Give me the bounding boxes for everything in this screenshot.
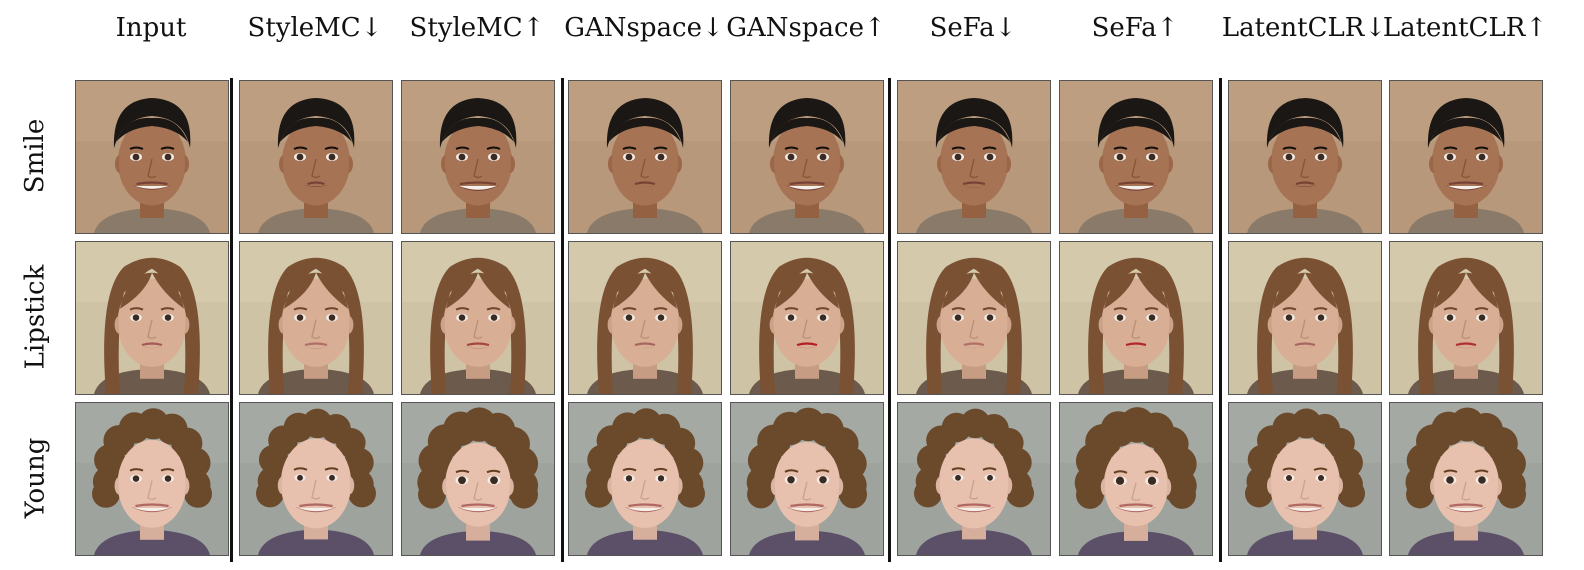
face-image-lipstick-4 [568, 241, 722, 395]
face-image-young-4 [568, 402, 722, 556]
face-image-lipstick-8 [1228, 241, 1382, 395]
row-label-text: Young [20, 437, 51, 519]
group-divider-1 [230, 78, 233, 562]
face-image-young-7 [1059, 402, 1213, 556]
face-image-smile-3 [401, 80, 555, 234]
column-header-1: Input [115, 13, 187, 43]
face-image-smile-2 [239, 80, 393, 234]
face-image-lipstick-5 [730, 241, 884, 395]
column-header-4: GANspace↓ [564, 13, 724, 43]
face-image-young-5 [730, 402, 884, 556]
face-image-young-8 [1228, 402, 1382, 556]
face-image-young-2 [239, 402, 393, 556]
face-image-young-6 [897, 402, 1051, 556]
column-header-5: GANspace↑ [726, 13, 886, 43]
face-image-lipstick-1 [75, 241, 229, 395]
face-image-lipstick-3 [401, 241, 555, 395]
row-label-young: Young [15, 402, 55, 554]
face-image-lipstick-6 [897, 241, 1051, 395]
group-divider-3 [888, 78, 891, 562]
row-label-lipstick: Lipstick [15, 241, 55, 393]
column-header-2: StyleMC↓ [247, 13, 383, 43]
face-image-young-1 [75, 402, 229, 556]
face-image-lipstick-9 [1389, 241, 1543, 395]
face-image-young-9 [1389, 402, 1543, 556]
face-image-lipstick-2 [239, 241, 393, 395]
column-header-3: StyleMC↑ [409, 13, 545, 43]
face-image-smile-5 [730, 80, 884, 234]
row-label-text: Lipstick [20, 264, 50, 370]
face-image-smile-1 [75, 80, 229, 234]
column-header-6: SeFa↓ [929, 13, 1017, 43]
face-image-smile-7 [1059, 80, 1213, 234]
group-divider-4 [1219, 78, 1222, 562]
face-image-smile-6 [897, 80, 1051, 234]
row-label-text: Smile [20, 118, 51, 194]
face-image-smile-9 [1389, 80, 1543, 234]
face-image-smile-4 [568, 80, 722, 234]
column-header-8: LatentCLR↓ [1221, 13, 1387, 43]
face-image-smile-8 [1228, 80, 1382, 234]
face-image-young-3 [401, 402, 555, 556]
column-header-9: LatentCLR↑ [1382, 13, 1548, 43]
row-label-smile: Smile [15, 80, 55, 232]
face-image-lipstick-7 [1059, 241, 1213, 395]
group-divider-2 [561, 78, 564, 562]
column-header-7: SeFa↑ [1091, 13, 1179, 43]
